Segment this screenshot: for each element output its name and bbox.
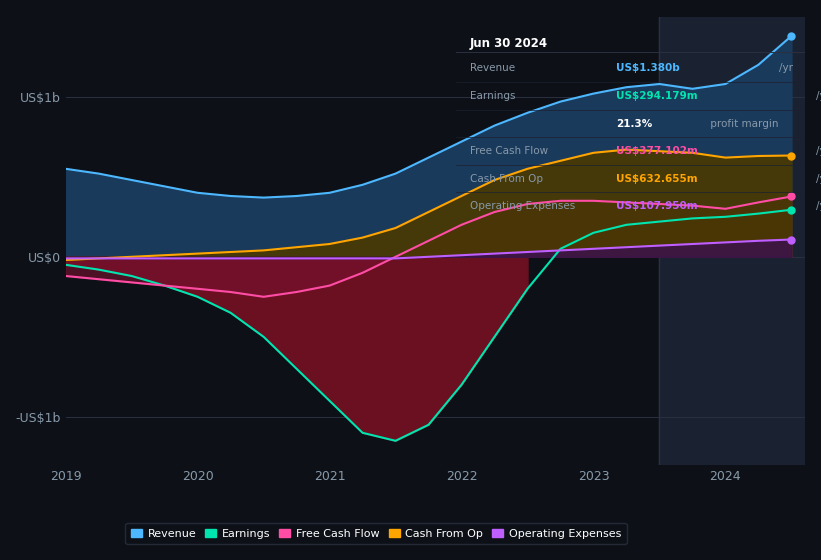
Text: /yr: /yr [816, 174, 821, 184]
Text: /yr: /yr [816, 91, 821, 101]
Text: Operating Expenses: Operating Expenses [470, 201, 575, 211]
Text: US$377.102m: US$377.102m [616, 146, 698, 156]
Point [785, 206, 798, 214]
Bar [659, 17, 805, 465]
Text: US$107.950m: US$107.950m [616, 201, 698, 211]
Text: Cash From Op: Cash From Op [470, 174, 543, 184]
Text: Revenue: Revenue [470, 63, 515, 73]
Point [785, 235, 798, 244]
Text: Jun 30 2024: Jun 30 2024 [470, 36, 548, 49]
Text: profit margin: profit margin [707, 119, 778, 129]
Text: US$632.655m: US$632.655m [616, 174, 698, 184]
Point [785, 31, 798, 40]
Text: /yr: /yr [816, 201, 821, 211]
Text: /yr: /yr [779, 63, 793, 73]
Text: /yr: /yr [816, 146, 821, 156]
Point [785, 192, 798, 201]
Text: Earnings: Earnings [470, 91, 515, 101]
Text: 21.3%: 21.3% [616, 119, 653, 129]
Text: US$294.179m: US$294.179m [616, 91, 698, 101]
Legend: Revenue, Earnings, Free Cash Flow, Cash From Op, Operating Expenses: Revenue, Earnings, Free Cash Flow, Cash … [126, 523, 626, 544]
Text: US$1.380b: US$1.380b [616, 63, 680, 73]
Point [785, 151, 798, 160]
Text: Free Cash Flow: Free Cash Flow [470, 146, 548, 156]
